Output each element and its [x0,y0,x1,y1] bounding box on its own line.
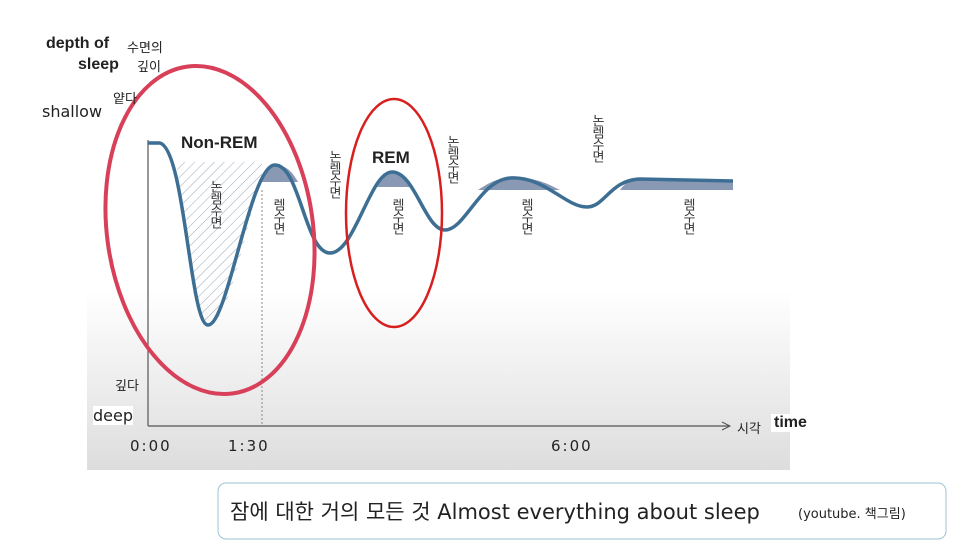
deep-en: deep [93,406,133,425]
stage-label: 논렘수면 [326,150,341,198]
non-rem-label: Non-REM [181,133,258,152]
non-rem-circle [103,63,317,397]
y-title-ko: 수면의 [127,41,163,56]
shallow-en: shallow [42,102,103,121]
stage-label: 렘수면 [518,198,533,234]
stage-label: 논렘수면 [589,114,604,162]
x-tick: 1:30 [228,437,270,455]
y-title-en: depth of [46,35,110,52]
caption: 잠에 대한 거의 모든 것 Almost everything about sl… [230,500,760,524]
x-title-en: time [771,414,810,432]
stage-label: 논렘수면 [207,180,222,228]
y-title-ko: 깊이 [137,60,161,75]
caption-source: (youtube. 책그림) [798,507,906,522]
stage-label: 논렘수면 [444,135,459,183]
non-rem-hatch [176,162,262,325]
x-tick: 6:00 [551,437,593,455]
rem-label: REM [372,148,410,167]
x-tick: 0:00 [130,437,172,455]
caption-box [217,482,947,540]
x-axis-arrow [721,421,732,431]
shallow-ko: 얕다 [113,92,137,107]
deep-ko: 깊다 [115,379,139,394]
stage-label: 렘수면 [680,198,695,234]
x-title-ko: 시각 [737,422,761,437]
stage-label: 렘수면 [389,198,404,234]
y-title-en: sleep [78,56,119,73]
sleep-curve [148,141,734,327]
stage-label: 렘수면 [270,198,285,234]
rem-circle [344,97,444,329]
background-band [87,290,790,470]
